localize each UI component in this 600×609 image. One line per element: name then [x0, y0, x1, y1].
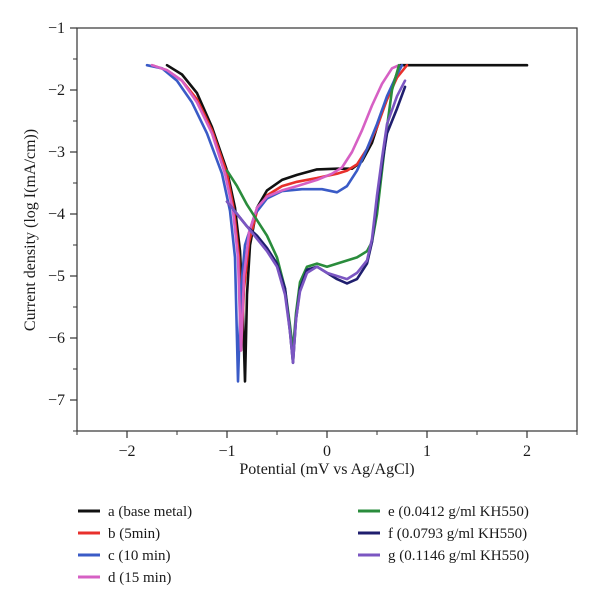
- legend-label: g (0.1146 g/ml KH550): [388, 548, 529, 564]
- x-axis-title: Potential (mV vs Ag/AgCl): [239, 461, 414, 478]
- legend-label: e (0.0412 g/ml KH550): [388, 504, 529, 520]
- x-tick-label: −2: [118, 443, 135, 460]
- x-tick-label: 0: [323, 443, 331, 460]
- legend-label: a (base metal): [108, 504, 192, 520]
- y-tick-label: −5: [48, 268, 65, 285]
- y-tick-label: −6: [48, 330, 65, 347]
- y-tick-label: −2: [48, 82, 65, 99]
- series-line-c: [145, 63, 404, 383]
- legend-label: b (5min): [108, 526, 160, 542]
- x-tick-label: −1: [218, 443, 235, 460]
- y-tick-label: −1: [48, 20, 65, 37]
- y-tick-label: −4: [48, 206, 65, 223]
- series-layer: [145, 63, 529, 383]
- y-tick-label: −7: [48, 392, 65, 409]
- legend-label: f (0.0793 g/ml KH550): [388, 526, 527, 542]
- x-tick-label: 1: [423, 443, 431, 460]
- plot-frame: [76, 27, 578, 432]
- legend: a (base metal) b (5min) c (10 min) d (15 mi…: [78, 504, 529, 586]
- y-tick-label: −3: [48, 144, 65, 161]
- legend-label: d (15 min): [108, 570, 171, 586]
- x-tick-label: 2: [523, 443, 531, 460]
- series-line-d: [150, 63, 401, 352]
- ticks-layer: −2 −1 0 1 2 −1 −2 −3 −4 −5 −6 −7: [48, 20, 578, 460]
- series-line-g: [225, 79, 407, 365]
- y-axis-title: Current density (log I(mA/cm)): [22, 129, 39, 331]
- plot-area-background: [77, 28, 577, 431]
- legend-label: c (10 min): [108, 548, 170, 564]
- series-line-e: [225, 63, 401, 352]
